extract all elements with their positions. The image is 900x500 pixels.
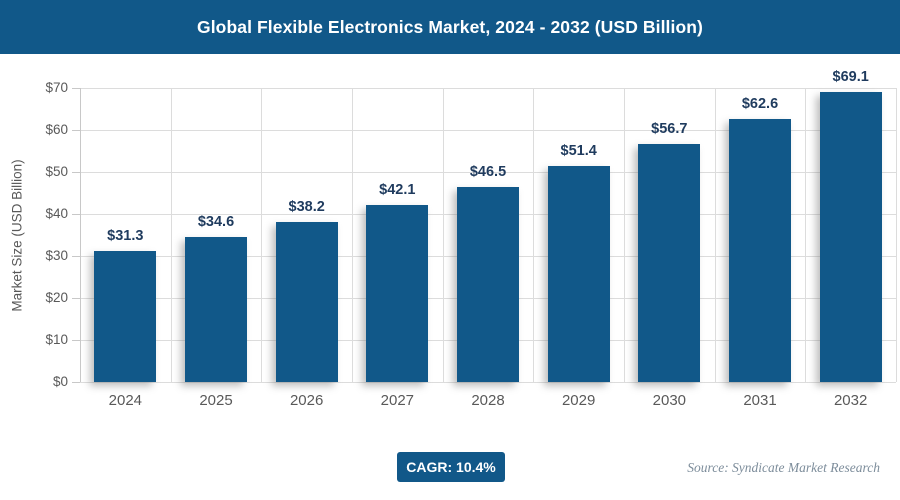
h-gridline: [80, 172, 896, 173]
bar-value-label: $56.7: [651, 120, 688, 137]
x-tick-label: 2032: [833, 392, 868, 409]
y-tick-label: $10: [45, 332, 68, 347]
h-gridline: [80, 382, 896, 383]
y-tick-mark: [72, 214, 80, 215]
y-tick-mark: [72, 382, 80, 383]
bar-value-label: $42.1: [379, 182, 416, 199]
bar: [185, 236, 247, 382]
bar-value-label: $69.1: [832, 68, 869, 85]
v-gridline: [352, 88, 353, 382]
bar-value-label: $38.2: [288, 198, 325, 215]
x-tick-label: 2031: [743, 392, 777, 409]
v-gridline: [805, 88, 807, 382]
y-tick-mark: [72, 256, 80, 257]
bar: [638, 143, 701, 382]
bar: [819, 91, 882, 382]
bar: [94, 250, 157, 382]
bar-value-label: $31.3: [107, 227, 144, 244]
h-gridline: [80, 88, 896, 89]
bar-value-label: $46.5: [469, 163, 507, 180]
y-tick-label: $0: [52, 374, 68, 389]
v-gridline: [261, 88, 263, 382]
y-tick-label: $50: [45, 164, 68, 179]
v-gridline: [170, 88, 172, 382]
bar: [457, 186, 519, 382]
x-tick-label: 2029: [561, 392, 596, 409]
v-gridline: [624, 88, 625, 382]
v-gridline: [442, 88, 444, 382]
source-note: Source: Syndicate Market Research: [687, 460, 880, 475]
x-tick-label: 2024: [108, 392, 143, 409]
y-tick-label: $70: [45, 80, 68, 95]
v-gridline: [714, 88, 716, 382]
v-gridline: [896, 88, 897, 382]
h-gridline: [80, 130, 896, 131]
y-tick-label: $20: [45, 290, 68, 305]
y-tick-label: $30: [45, 248, 68, 263]
chart-title: Global Flexible Electronics Market, 2024…: [197, 16, 703, 37]
cagr-badge: CAGR: 10.4%: [397, 452, 505, 482]
y-axis-line: [80, 88, 81, 382]
bar: [547, 166, 610, 382]
title-bar: Global Flexible Electronics Market, 2024…: [0, 0, 900, 54]
x-tick-label: 2030: [652, 392, 687, 409]
x-tick-label: 2028: [471, 392, 505, 409]
bar-value-label: $34.6: [197, 213, 235, 230]
bar: [275, 221, 338, 382]
x-tick-label: 2026: [289, 392, 324, 409]
y-tick-mark: [72, 130, 80, 131]
x-tick-label: 2025: [199, 392, 233, 409]
y-tick-label: $60: [45, 122, 68, 137]
bar-value-label: $62.6: [741, 96, 779, 113]
y-tick-mark: [72, 340, 80, 341]
bar: [729, 119, 791, 382]
y-tick-label: $40: [45, 206, 68, 221]
y-tick-mark: [72, 172, 80, 173]
bar-value-label: $51.4: [560, 143, 597, 160]
x-tick-label: 2027: [380, 392, 415, 409]
bar: [366, 205, 429, 382]
v-gridline: [533, 88, 535, 382]
y-tick-mark: [72, 298, 80, 299]
y-tick-mark: [72, 88, 80, 89]
